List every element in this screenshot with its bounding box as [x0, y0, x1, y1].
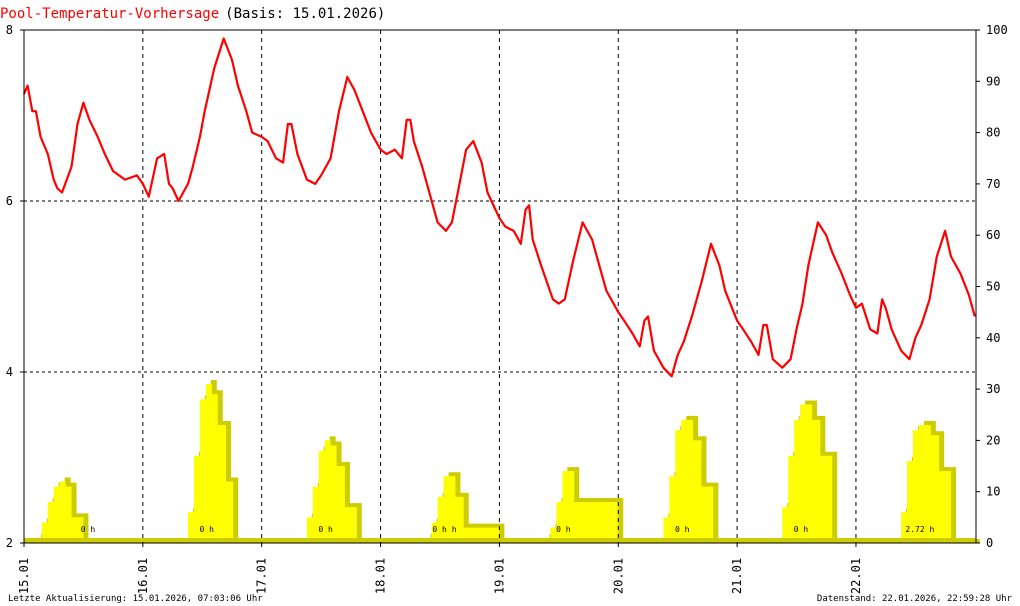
sun-baseline	[24, 538, 976, 543]
sun-label-layer: 0 h 0 h 0 h 0 h h 0 h 0 h 0 h 2.72 h	[81, 525, 935, 534]
y-right-tick-label: 100	[986, 23, 1008, 37]
x-tick-label: 20.01	[611, 558, 625, 594]
y-right-tick-label: 70	[986, 177, 1000, 191]
sun-duration-label-6: 0 h	[794, 525, 809, 534]
sun-area-shadow	[29, 379, 980, 543]
y-right-tick-label: 60	[986, 228, 1000, 242]
x-tick-label: 19.01	[492, 558, 506, 594]
chart-title-main: Pool-Temperatur-Vorhersage	[0, 6, 219, 22]
x-tick-label: 22.01	[849, 558, 863, 594]
x-tick-label: 16.01	[136, 558, 150, 594]
y-right-tick-label: 80	[986, 126, 1000, 140]
sun-area	[24, 383, 975, 543]
x-tick-label: 18.01	[374, 558, 388, 594]
y-right-tick-label: 30	[986, 382, 1000, 396]
y-left-tick-label: 6	[6, 194, 13, 208]
y-right-tick-label: 40	[986, 331, 1000, 345]
chart-title: Pool-Temperatur-Vorhersage (Basis: 15.01.…	[0, 6, 385, 22]
chart-subtitle: (Basis: 15.01.2026)	[225, 6, 385, 22]
sun-duration-label-5: 0 h	[675, 525, 690, 534]
sun-duration-label-0: 0 h	[81, 525, 96, 534]
temperature-line-layer	[22, 37, 976, 378]
sun-area-layer	[24, 379, 980, 543]
footer-data-state: Datenstand: 22.01.2026, 22:59:28 Uhr	[817, 594, 1013, 604]
y-left-tick-label: 8	[6, 23, 13, 37]
footer-last-update: Letzte Aktualisierung: 15.01.2026, 07:03…	[8, 594, 263, 604]
x-tick-label: 17.01	[255, 558, 269, 594]
y-right-tick-label: 50	[986, 280, 1000, 294]
y-right-tick-label: 0	[986, 536, 993, 550]
y-left-tick-label: 4	[6, 365, 13, 379]
x-tick-label: 15.01	[17, 558, 31, 594]
sun-duration-label-4: 0 h	[556, 525, 571, 534]
y-left-tick-label: 2	[6, 536, 13, 550]
y-right-tick-label: 20	[986, 433, 1000, 447]
x-tick-label: 21.01	[730, 558, 744, 594]
sun-duration-label-3: 0 h h	[432, 525, 456, 534]
y-right-tick-label: 10	[986, 485, 1000, 499]
sun-duration-label-1: 0 h	[200, 525, 215, 534]
sun-duration-label-2: 0 h	[318, 525, 333, 534]
sun-duration-label-7: 2.72 h	[905, 525, 934, 534]
temperature-line	[22, 37, 976, 378]
y-right-tick-label: 90	[986, 74, 1000, 88]
